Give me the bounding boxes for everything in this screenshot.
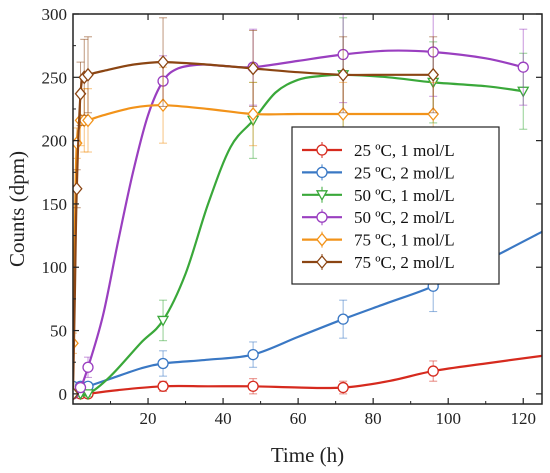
y-tick-label: 250 (42, 68, 68, 87)
plot-area (73, 14, 542, 401)
axes-frame (72, 13, 543, 405)
x-tick-label: 20 (140, 409, 157, 428)
data-point (247, 61, 259, 76)
data-point (427, 107, 440, 122)
legend-entry: 25 ºC, 2 mol/L (302, 163, 455, 182)
data-point (247, 107, 259, 122)
data-point (517, 61, 529, 73)
series-6 (73, 17, 440, 401)
data-point (337, 107, 349, 122)
x-tick-label: 40 (215, 409, 232, 428)
axis-ticks: 20 40 60 80 100 120 0 50 100 150 200 250 300 (42, 5, 542, 428)
legend-label: 25 ºC, 2 mol/L (354, 163, 455, 182)
legend-swatch-marker (316, 166, 328, 179)
data-point (82, 67, 94, 82)
x-tick-label: 120 (510, 409, 536, 428)
legend-swatch-marker (316, 211, 328, 223)
y-tick-label: 150 (42, 195, 68, 214)
series-1 (73, 354, 542, 400)
y-tick-label: 300 (42, 5, 68, 24)
y-tick-label: 50 (50, 322, 67, 341)
x-axis-title: Time (h) (271, 443, 344, 467)
data-point (157, 357, 169, 370)
legend-label: 75 ºC, 2 mol/L (354, 253, 455, 272)
data-point (247, 380, 259, 392)
legend-swatch-marker (316, 232, 328, 247)
series-line (73, 354, 542, 397)
data-point (157, 380, 169, 392)
legend-label: 25 ºC, 1 mol/L (354, 141, 455, 160)
legend-swatch-marker (316, 254, 328, 270)
legend-label: 75 ºC, 1 mol/L (354, 231, 455, 250)
legend-label: 50 ºC, 1 mol/L (354, 186, 455, 205)
data-point (337, 67, 349, 82)
data-point (82, 361, 94, 373)
y-tick-label: 100 (42, 258, 68, 277)
legend-label: 50 ºC, 2 mol/L (354, 208, 455, 227)
data-point (337, 313, 349, 325)
legend: 25 ºC, 1 mol/L 25 ºC, 2 mol/L 50 ºC, 1 mol… (291, 126, 500, 285)
x-tick-label: 100 (435, 409, 461, 428)
y-tick-label: 0 (59, 385, 68, 404)
data-point (247, 348, 259, 361)
data-point (81, 389, 95, 401)
data-point (82, 113, 94, 128)
legend-entry: 50 ºC, 2 mol/L (302, 208, 455, 227)
legend-entry: 75 ºC, 2 mol/L (302, 253, 455, 272)
data-point (337, 381, 349, 394)
legend-swatch-marker (315, 190, 329, 202)
data-point (427, 67, 440, 82)
x-tick-label: 60 (290, 409, 307, 428)
legend-entry: 50 ºC, 1 mol/L (302, 186, 455, 205)
y-axis-title: Counts (dpm) (5, 151, 29, 267)
legend-swatch-marker (316, 144, 328, 156)
y-tick-label: 200 (42, 132, 68, 151)
legend-entry: 25 ºC, 1 mol/L (302, 141, 455, 160)
data-point (427, 365, 439, 377)
x-tick-label: 80 (365, 409, 382, 428)
series-line (73, 49, 524, 395)
data-point (74, 381, 87, 394)
legend-entry: 75 ºC, 1 mol/L (302, 231, 455, 250)
data-point (157, 55, 169, 70)
data-point (156, 315, 170, 327)
